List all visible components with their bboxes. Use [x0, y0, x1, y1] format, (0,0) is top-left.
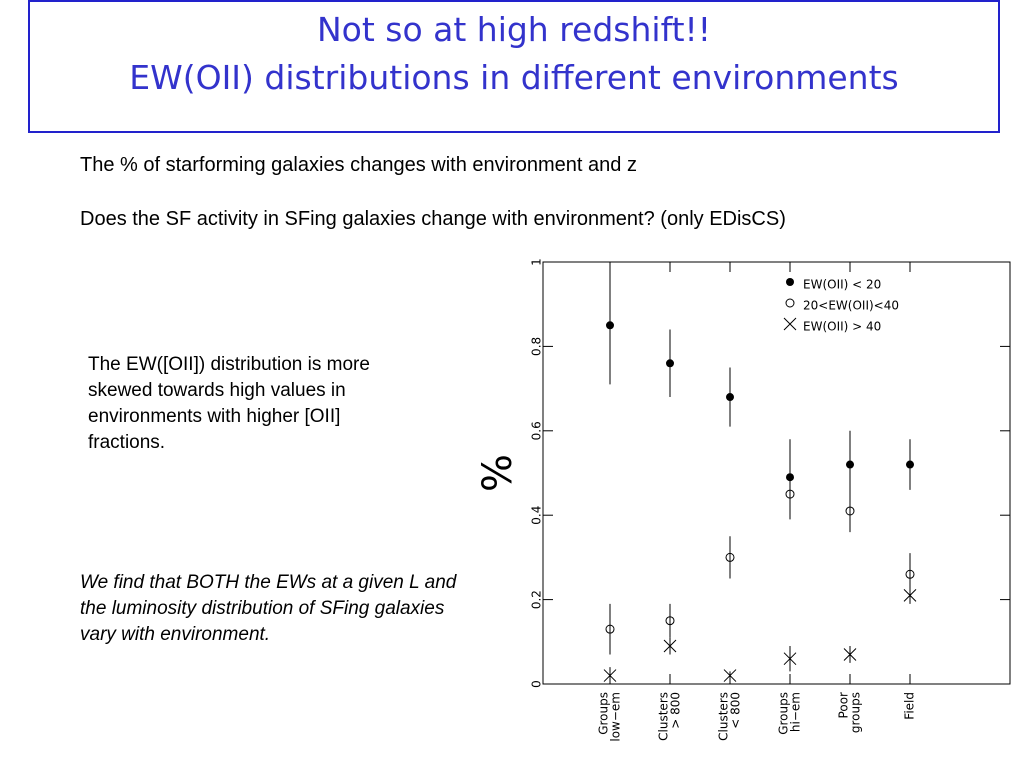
data-point	[783, 652, 797, 666]
plot-frame	[542, 261, 1011, 685]
cross-stroke	[903, 589, 917, 602]
cross-stroke	[723, 669, 737, 682]
data-point	[846, 460, 854, 469]
x-tick-label: Field	[903, 692, 917, 720]
x-tick-label: Poor	[837, 692, 851, 718]
legend-label: 20<EW(OII)<40	[803, 299, 899, 313]
data-point	[606, 321, 614, 330]
data-point	[723, 669, 737, 682]
x-tick-label: hi−em	[789, 692, 803, 732]
body-text: Does the SF activity in SFing galaxies c…	[80, 208, 786, 230]
body-text: The % of starforming galaxies changes wi…	[80, 154, 637, 176]
data-point	[603, 669, 617, 682]
data-point	[843, 648, 857, 661]
x-tick-label: low−em	[609, 692, 623, 742]
data-point	[726, 393, 734, 402]
data-point	[605, 624, 615, 634]
y-tick-label: 0	[530, 680, 544, 688]
legend-marker	[786, 278, 794, 286]
data-point	[665, 616, 675, 626]
x-tick-label: Groups	[597, 692, 611, 735]
data-point	[845, 506, 855, 516]
y-tick-label: 0.8	[530, 337, 544, 356]
cross-stroke	[603, 669, 617, 682]
cross-stroke	[663, 639, 677, 653]
legend-marker	[785, 298, 795, 308]
conclusion-text: We find that BOTH the EWs at a given L a…	[80, 572, 457, 645]
y-tick-label: 0.4	[530, 506, 544, 525]
x-tick-label: < 800	[729, 692, 743, 729]
legend-label: EW(OII) > 40	[803, 320, 881, 334]
legend-marker	[783, 317, 797, 331]
data-point	[905, 569, 915, 579]
data-point	[785, 489, 795, 499]
y-axis-label: %	[475, 454, 521, 492]
title-line: EW(OII) distributions in different envir…	[129, 58, 899, 97]
data-point	[725, 552, 735, 562]
data-point	[903, 589, 917, 602]
y-tick-label: 0.6	[530, 421, 544, 440]
x-tick-label: > 800	[669, 692, 683, 729]
x-tick-label: Clusters	[657, 692, 671, 741]
note-text: The EW([OII]) distribution is more skewe…	[88, 354, 370, 453]
x-tick-label: Groups	[777, 692, 791, 735]
y-tick-label: 1	[530, 258, 544, 266]
y-tick-label: 0.2	[530, 590, 544, 609]
title-box: Not so at high redshift!! EW(OII) distri…	[28, 0, 1000, 133]
cross-stroke	[783, 652, 797, 666]
x-tick-label: groups	[849, 692, 863, 733]
cross-stroke	[843, 648, 857, 661]
x-tick-label: Clusters	[717, 692, 731, 741]
legend-label: EW(OII) < 20	[803, 278, 881, 292]
data-point	[906, 460, 914, 469]
data-point	[663, 639, 677, 653]
data-point	[666, 359, 674, 368]
title-line: Not so at high redshift!!	[316, 10, 712, 49]
cross-stroke	[783, 317, 797, 331]
